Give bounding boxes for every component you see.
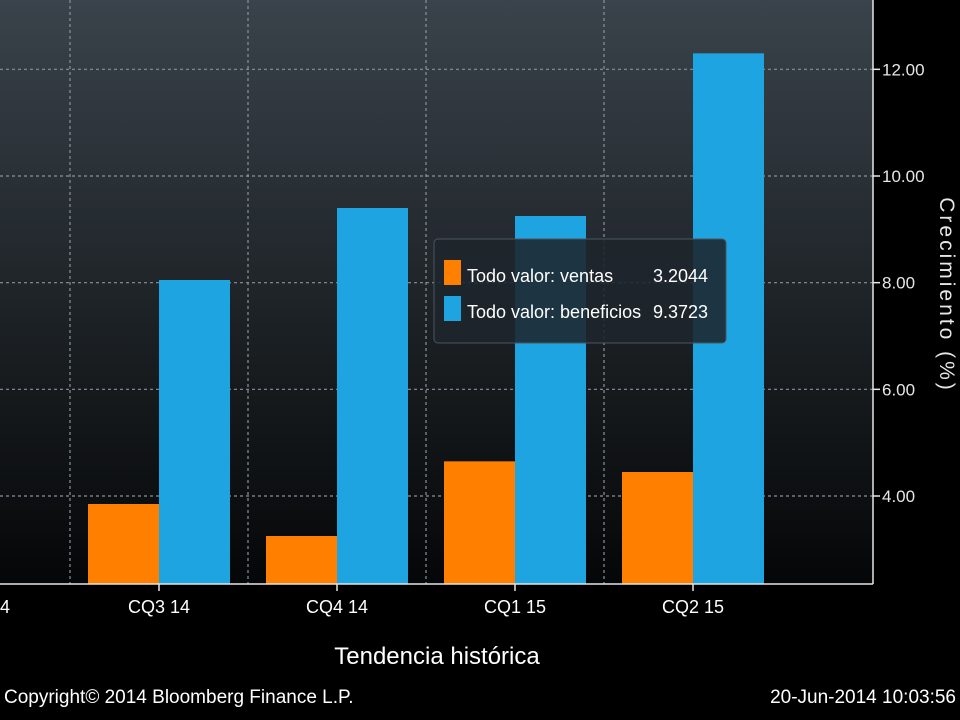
x-category-labels: 4 CQ3 14 CQ4 14 CQ1 15 CQ2 15 — [0, 584, 724, 617]
y-tick-label: 6.00 — [882, 380, 915, 399]
legend-label-ventas: Todo valor: ventas — [467, 266, 613, 286]
legend-value-ventas: 3.2044 — [653, 266, 708, 286]
y-tick-label: 8.00 — [882, 274, 915, 293]
y-tick-label: 10.00 — [882, 167, 925, 186]
x-category-label: CQ2 15 — [662, 597, 724, 617]
legend-label-beneficios: Todo valor: beneficios — [467, 302, 641, 322]
legend-swatch-beneficios — [444, 296, 461, 321]
legend-value-beneficios: 9.3723 — [653, 302, 708, 322]
legend-background — [433, 238, 727, 344]
bar-ventas — [88, 504, 159, 584]
y-tick-label: 12.00 — [882, 60, 925, 79]
x-category-label: 4 — [0, 597, 10, 617]
bar-beneficios — [337, 208, 408, 584]
legend-swatch-ventas — [444, 260, 461, 285]
x-axis-title: Tendencia histórica — [334, 643, 540, 670]
copyright-text: Copyright© 2014 Bloomberg Finance L.P. — [4, 687, 354, 708]
y-ticks: 4.00 6.00 8.00 10.00 12.00 — [873, 60, 925, 506]
bar-beneficios — [159, 280, 230, 584]
x-category-label: CQ4 14 — [306, 597, 368, 617]
bar-ventas — [444, 461, 515, 584]
y-tick-label: 4.00 — [882, 487, 915, 506]
y-axis-title: Crecimiento (%) — [935, 197, 958, 393]
legend-box: Todo valor: ventas 3.2044 Todo valor: be… — [433, 238, 727, 344]
timestamp-text: 20-Jun-2014 10:03:56 — [770, 687, 956, 708]
x-category-label: CQ3 14 — [128, 597, 190, 617]
bar-ventas — [266, 536, 337, 584]
x-category-label: CQ1 15 — [484, 597, 546, 617]
bar-ventas — [622, 472, 693, 584]
